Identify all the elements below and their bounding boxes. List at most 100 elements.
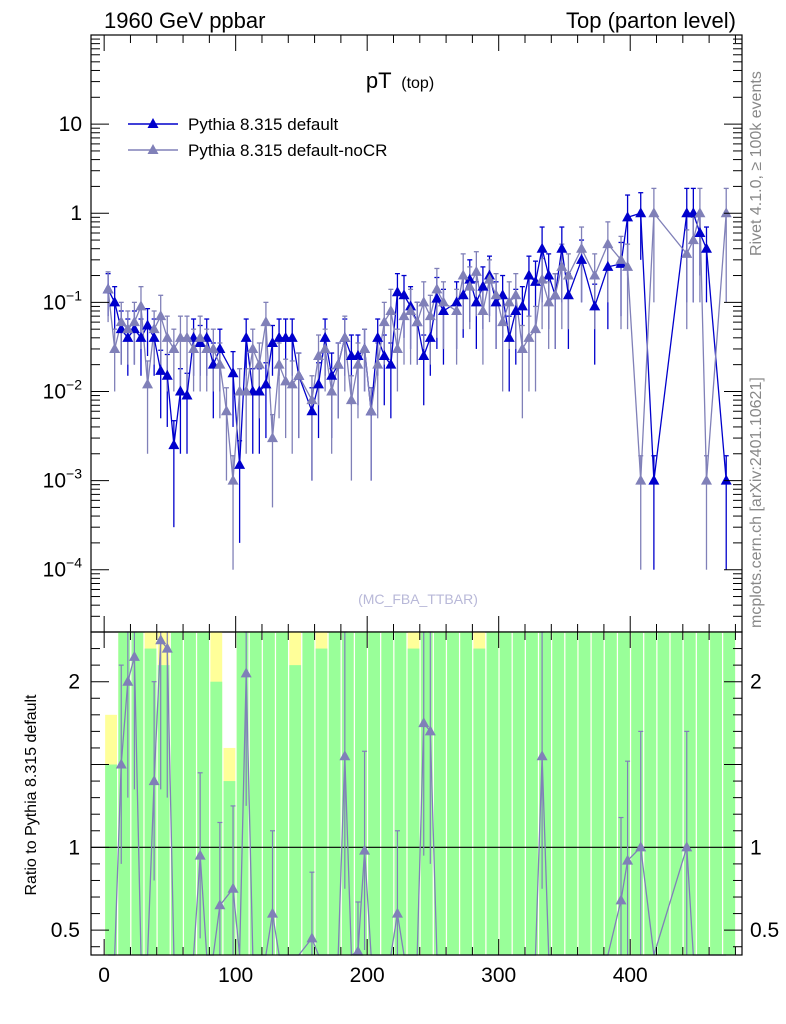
point-default bbox=[352, 350, 364, 361]
point-nocr bbox=[273, 358, 285, 369]
point-nocr bbox=[648, 207, 660, 218]
point-nocr bbox=[260, 316, 272, 327]
band-green bbox=[302, 632, 315, 955]
point-nocr bbox=[694, 207, 706, 218]
x-tick-label: 400 bbox=[613, 964, 648, 987]
ratio-point bbox=[240, 667, 252, 678]
point-nocr bbox=[516, 342, 528, 353]
ratio-y-tick-label: 2 bbox=[68, 671, 80, 694]
point-nocr bbox=[352, 358, 364, 369]
band-green bbox=[236, 632, 249, 955]
band-green bbox=[341, 632, 354, 955]
band-green bbox=[723, 632, 736, 955]
main-error-bars bbox=[105, 187, 729, 570]
point-nocr bbox=[503, 296, 515, 307]
point-nocr bbox=[523, 331, 535, 342]
band-green bbox=[249, 632, 262, 955]
band-green bbox=[578, 632, 591, 955]
ratio-point bbox=[352, 945, 364, 956]
legend-marker-default bbox=[147, 118, 159, 128]
point-default bbox=[260, 378, 272, 389]
point-nocr bbox=[148, 323, 160, 334]
point-nocr bbox=[451, 304, 463, 315]
point-default bbox=[174, 385, 186, 396]
point-nocr bbox=[530, 323, 542, 334]
x-tick-label: 200 bbox=[350, 964, 385, 987]
point-nocr bbox=[378, 316, 390, 327]
point-nocr bbox=[306, 394, 318, 405]
band-green bbox=[604, 632, 617, 955]
point-nocr bbox=[589, 269, 601, 280]
ratio-point bbox=[622, 854, 634, 865]
point-nocr bbox=[135, 300, 147, 311]
band-green bbox=[407, 648, 420, 955]
point-nocr bbox=[562, 269, 574, 280]
point-nocr bbox=[431, 283, 443, 294]
point-nocr bbox=[549, 289, 561, 300]
ratio-point bbox=[128, 650, 140, 661]
point-default bbox=[700, 242, 712, 253]
point-nocr bbox=[115, 316, 127, 327]
point-default bbox=[398, 289, 410, 300]
point-nocr bbox=[155, 310, 167, 321]
point-default bbox=[372, 331, 384, 342]
point-default bbox=[378, 350, 390, 361]
point-nocr bbox=[161, 331, 173, 342]
point-nocr bbox=[293, 369, 305, 380]
band-green bbox=[512, 632, 525, 955]
ratio-y-tick-label: 0.5 bbox=[51, 919, 80, 942]
point-default bbox=[694, 227, 706, 238]
legend-label-nocr: Pythia 8.315 default-noCR bbox=[188, 141, 387, 160]
point-nocr bbox=[483, 273, 495, 284]
ratio-point bbox=[681, 841, 693, 852]
ratio-frame bbox=[90, 631, 743, 956]
ratio-y-tick-label: 1 bbox=[68, 836, 80, 859]
y-tick-label: 10 bbox=[59, 113, 82, 136]
point-default bbox=[556, 242, 568, 253]
point-default bbox=[319, 331, 331, 342]
header-right: Top (parton level) bbox=[566, 8, 736, 33]
point-nocr bbox=[687, 234, 699, 245]
point-nocr bbox=[109, 342, 121, 353]
band-green bbox=[631, 632, 644, 955]
ratio-point bbox=[306, 932, 318, 943]
point-default bbox=[720, 474, 732, 485]
band-green bbox=[657, 632, 670, 955]
main-series-points bbox=[102, 207, 732, 485]
ratio-axes: 0.5 0.5 1 1 2 2 0 100 200 300 400 bbox=[51, 631, 779, 987]
band-green bbox=[460, 632, 473, 955]
point-nocr bbox=[247, 342, 259, 353]
band-green bbox=[473, 648, 486, 955]
point-nocr bbox=[477, 304, 489, 315]
point-default bbox=[181, 389, 193, 400]
point-default bbox=[510, 304, 522, 315]
band-green bbox=[670, 632, 683, 955]
y-tick-label: 10−1 bbox=[43, 287, 83, 314]
band-green bbox=[197, 632, 210, 955]
x-tick-label: 0 bbox=[98, 964, 110, 987]
point-nocr bbox=[556, 260, 568, 271]
band-green bbox=[262, 632, 275, 955]
band-green bbox=[289, 665, 302, 955]
band-green bbox=[381, 632, 394, 955]
ratio-point bbox=[391, 907, 403, 918]
point-nocr bbox=[398, 310, 410, 321]
watermark: (MC_FBA_TTBAR) bbox=[358, 591, 478, 607]
point-nocr bbox=[128, 316, 140, 327]
band-green bbox=[144, 648, 157, 955]
point-default bbox=[148, 331, 160, 342]
x-tick-label: 100 bbox=[218, 964, 253, 987]
ratio-y-axis-label: Ratio to Pythia 8.315 default bbox=[23, 694, 40, 896]
ratio-point bbox=[424, 725, 436, 736]
point-nocr bbox=[490, 289, 502, 300]
band-green bbox=[355, 632, 367, 955]
point-nocr bbox=[622, 260, 634, 271]
point-nocr bbox=[391, 342, 403, 353]
band-green bbox=[118, 632, 131, 955]
header-left: 1960 GeV ppbar bbox=[104, 8, 266, 33]
ratio-point bbox=[359, 844, 371, 855]
point-default bbox=[194, 336, 206, 347]
band-green bbox=[315, 648, 328, 955]
point-nocr bbox=[576, 242, 588, 253]
point-default bbox=[543, 269, 555, 280]
